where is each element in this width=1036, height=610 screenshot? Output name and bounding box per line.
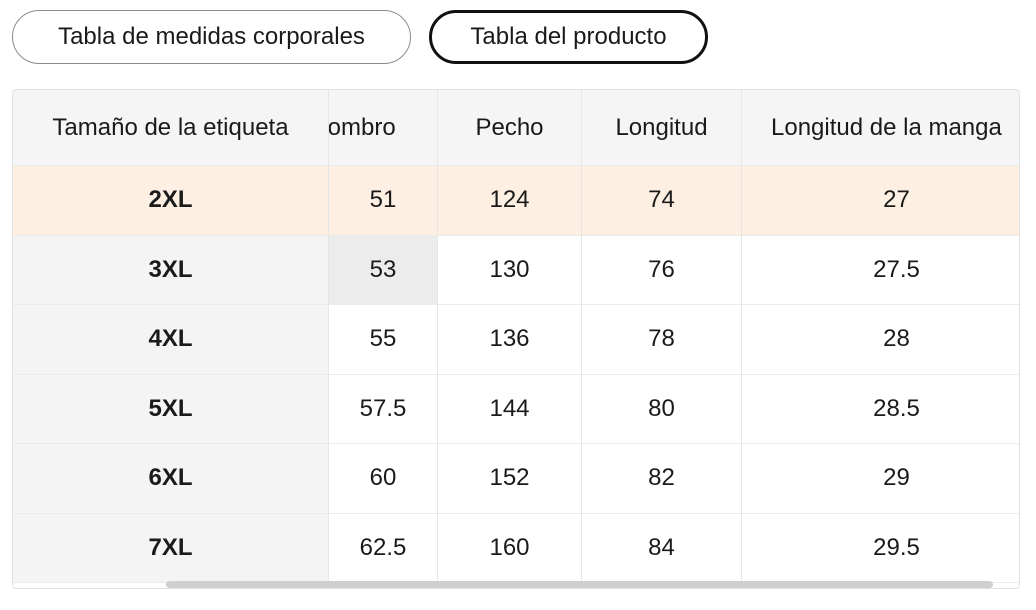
table-cell: 144: [438, 374, 582, 444]
table-cell: 84: [582, 513, 742, 583]
tab-product-chart[interactable]: Tabla del producto: [429, 10, 708, 64]
table-cell: 78: [582, 305, 742, 375]
table-cell: 136: [438, 305, 582, 375]
table-cell: 152: [438, 444, 582, 514]
table-cell: 62.5: [329, 513, 438, 583]
table-cell: 160: [438, 513, 582, 583]
table-row-label: 2XL: [13, 166, 329, 236]
table-cell: 74: [582, 166, 742, 236]
size-table[interactable]: Tamaño de la etiqueta Iombro Pecho Longi…: [12, 89, 1020, 589]
table-cell: 82: [582, 444, 742, 514]
table-cell: 29: [742, 444, 1019, 514]
header-sleeve-length: Longitud de la manga: [742, 90, 1019, 166]
tab-body-measurements[interactable]: Tabla de medidas corporales: [12, 10, 411, 64]
table-cell: 51: [329, 166, 438, 236]
header-shoulder-text: Iombro: [329, 113, 396, 141]
header-size-label: Tamaño de la etiqueta: [13, 90, 329, 166]
table-cell: 124: [438, 166, 582, 236]
table-cell: 60: [329, 444, 438, 514]
table-cell: 80: [582, 374, 742, 444]
table-cell: 130: [438, 235, 582, 305]
table-cell: 27: [742, 166, 1019, 236]
table-cell-hovered: 53: [329, 235, 438, 305]
horizontal-scrollbar[interactable]: [166, 581, 993, 588]
table-row-label: 3XL: [13, 235, 329, 305]
table-cell: 27.5: [742, 236, 1019, 305]
table-row-label: 6XL: [13, 444, 329, 514]
header-shoulder: Iombro: [329, 90, 438, 166]
table-row-label: 5XL: [13, 374, 329, 444]
header-chest: Pecho: [438, 90, 582, 166]
table-cell: 76: [582, 235, 742, 305]
table-cell: 28.5: [742, 375, 1019, 444]
table-cell: 29.5: [742, 514, 1019, 583]
header-length: Longitud: [582, 90, 742, 166]
table-row-label: 7XL: [13, 513, 329, 583]
size-table-grid: Tamaño de la etiqueta Iombro Pecho Longi…: [13, 90, 1019, 583]
table-cell: 28: [742, 305, 1019, 375]
table-row-label: 4XL: [13, 305, 329, 375]
chart-tabs: Tabla de medidas corporales Tabla del pr…: [12, 10, 708, 64]
table-cell: 57.5: [329, 374, 438, 444]
table-cell: 55: [329, 305, 438, 375]
